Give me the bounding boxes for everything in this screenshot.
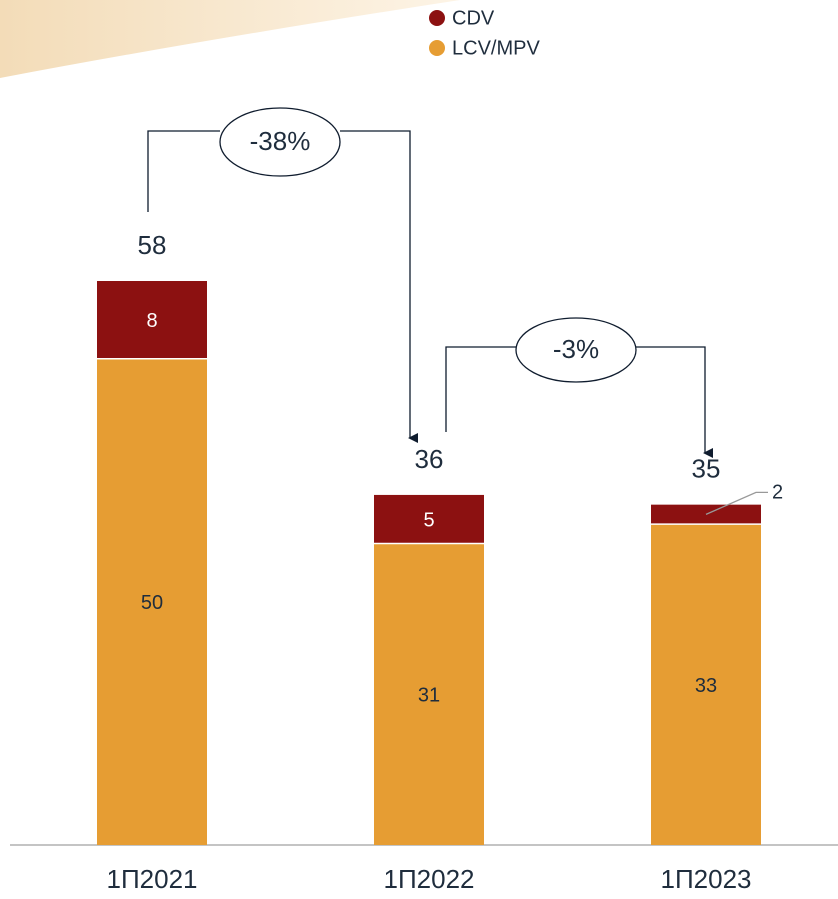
legend-label: LCV/MPV [452,37,540,59]
value-label: 31 [418,685,440,707]
x-tick-label: 1П2023 [661,864,752,894]
x-tick-label: 1П2021 [107,864,198,894]
value-label: 2 [772,482,783,504]
bracket [445,346,516,432]
ellipse [219,107,341,177]
legend-marker [429,10,445,26]
bar-segment [97,281,207,359]
leader-line [705,491,768,515]
total-label: 58 [138,230,167,260]
bar-segment [374,494,484,544]
bar-segment [651,524,761,845]
decoration [0,0,460,78]
bar-segment [374,543,484,845]
annotation: -3% [553,334,599,364]
value-label: 8 [146,310,157,332]
value-label: 33 [695,675,717,697]
value-label: 5 [423,510,434,532]
legend-label: CDV [452,7,495,29]
bracket [147,130,220,212]
total-label: 35 [692,454,721,484]
change-annotation [147,107,713,458]
bracket [340,130,418,443]
x-tick-label: 1П2022 [384,864,475,894]
annotation: -38% [250,126,311,156]
bracket [636,346,713,458]
value-label: 50 [141,592,163,614]
total-label: 36 [415,444,444,474]
ellipse [515,317,637,383]
legend-marker [429,40,445,56]
bar-segment [97,358,207,845]
legend: CDV LCV/MPV [429,7,540,59]
